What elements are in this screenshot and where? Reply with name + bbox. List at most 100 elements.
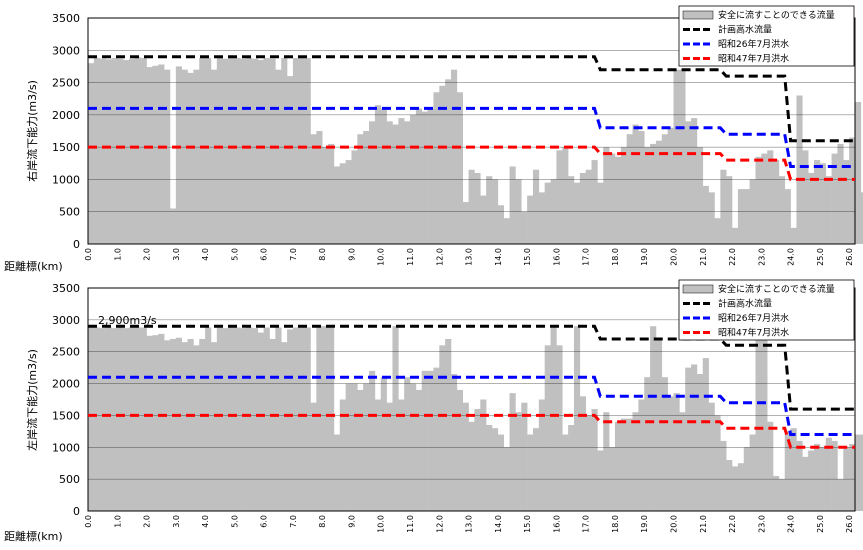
capacity-bar <box>462 202 469 244</box>
capacity-bar <box>140 58 147 244</box>
x-tick-label: 15.0 <box>523 248 532 266</box>
x-tick-label: 16.0 <box>552 248 561 266</box>
capacity-bar <box>591 160 598 244</box>
capacity-bar <box>650 143 657 244</box>
x-axis-label: 距離標(km) <box>4 259 63 273</box>
capacity-bar <box>732 466 739 511</box>
capacity-bar <box>339 399 346 511</box>
capacity-bar <box>380 108 387 245</box>
capacity-bar <box>778 479 786 511</box>
capacity-bar <box>849 137 856 244</box>
x-tick-label: 1.0 <box>113 515 122 528</box>
capacity-bar <box>205 58 212 244</box>
capacity-bar <box>691 364 698 511</box>
x-tick-label: 5.0 <box>230 515 239 528</box>
x-tick-label: 18.0 <box>611 248 620 266</box>
y-tick-label: 1000 <box>52 441 80 454</box>
capacity-bar <box>790 428 797 511</box>
capacity-bar <box>708 192 715 244</box>
capacity-bar <box>761 153 768 244</box>
x-tick-label: 17.0 <box>582 248 591 266</box>
capacity-bar <box>433 92 440 244</box>
capacity-bar <box>702 185 709 244</box>
y-tick-label: 2000 <box>52 109 80 122</box>
capacity-bar <box>831 153 838 244</box>
capacity-bar <box>796 95 803 245</box>
x-tick-label: 23.0 <box>757 248 766 266</box>
capacity-bar <box>644 377 651 511</box>
x-tick-label: 21.0 <box>699 248 708 266</box>
capacity-bar <box>497 205 504 244</box>
x-tick-label: 19.0 <box>640 248 649 266</box>
capacity-bar <box>527 434 534 511</box>
capacity-bar <box>357 389 364 511</box>
capacity-bar <box>550 326 557 511</box>
series-line-1 <box>88 55 855 143</box>
capacity-bar <box>257 59 264 244</box>
x-tick-label: 12.0 <box>435 515 444 533</box>
legend-swatch-bar <box>682 284 714 294</box>
capacity-bar <box>427 108 434 245</box>
y-tick-label: 0 <box>73 505 80 518</box>
capacity-bar <box>515 412 522 511</box>
x-tick-label: 3.0 <box>172 248 181 261</box>
capacity-bar <box>246 58 253 244</box>
capacity-bar <box>152 335 159 511</box>
capacity-bar <box>304 58 311 244</box>
x-tick-label: 5.0 <box>230 248 239 261</box>
legend-label: 昭和26年7月洪水 <box>718 312 789 324</box>
capacity-bar <box>363 131 370 244</box>
capacity-bar <box>187 338 194 511</box>
capacity-bar <box>398 399 405 511</box>
capacity-bar <box>421 111 428 244</box>
capacity-bar <box>802 456 809 511</box>
capacity-bar <box>281 342 288 511</box>
capacity-bar <box>140 327 147 511</box>
capacity-bar <box>181 69 188 244</box>
capacity-bar <box>316 326 323 511</box>
capacity-bar <box>404 377 411 511</box>
x-tick-label: 25.0 <box>816 248 825 266</box>
capacity-bar <box>503 218 510 244</box>
legend-label: 計画高水流量 <box>718 298 772 310</box>
capacity-bar <box>451 374 458 511</box>
capacity-bar <box>216 327 223 511</box>
capacity-bar <box>843 160 850 244</box>
capacity-bar <box>316 131 323 244</box>
capacity-bar <box>573 182 581 244</box>
y-tick-label: 3000 <box>52 44 80 57</box>
capacity-bar <box>825 176 832 244</box>
capacity-bar <box>486 176 493 244</box>
capacity-bar <box>696 374 704 511</box>
capacity-bar <box>251 328 259 511</box>
capacity-bar <box>544 182 551 244</box>
capacity-bar <box>175 66 182 245</box>
capacity-bar <box>128 58 136 245</box>
series-line-3 <box>88 145 855 181</box>
capacity-bar <box>369 121 376 244</box>
capacity-bar <box>620 418 627 511</box>
plot-border <box>87 17 856 245</box>
capacity-bar <box>661 377 668 511</box>
x-tick-label: 13.0 <box>465 248 474 266</box>
capacity-bar <box>216 58 223 244</box>
capacity-bar <box>474 172 481 244</box>
capacity-bar <box>93 327 100 511</box>
capacity-bar <box>808 172 815 244</box>
capacity-bar <box>767 150 774 244</box>
capacity-bar <box>462 402 469 511</box>
capacity-bar <box>679 412 686 511</box>
capacity-bar <box>339 163 346 244</box>
y-axis-label: 右岸流下能力(m3/s) <box>25 80 39 182</box>
capacity-bar <box>251 58 259 245</box>
capacity-bar <box>146 67 153 244</box>
y-tick-label: 500 <box>59 206 80 219</box>
capacity-bar <box>345 160 352 244</box>
capacity-bar <box>404 121 411 244</box>
capacity-bar <box>328 143 335 244</box>
y-tick-label: 1000 <box>52 173 80 186</box>
x-tick-label: 0.0 <box>84 248 93 261</box>
